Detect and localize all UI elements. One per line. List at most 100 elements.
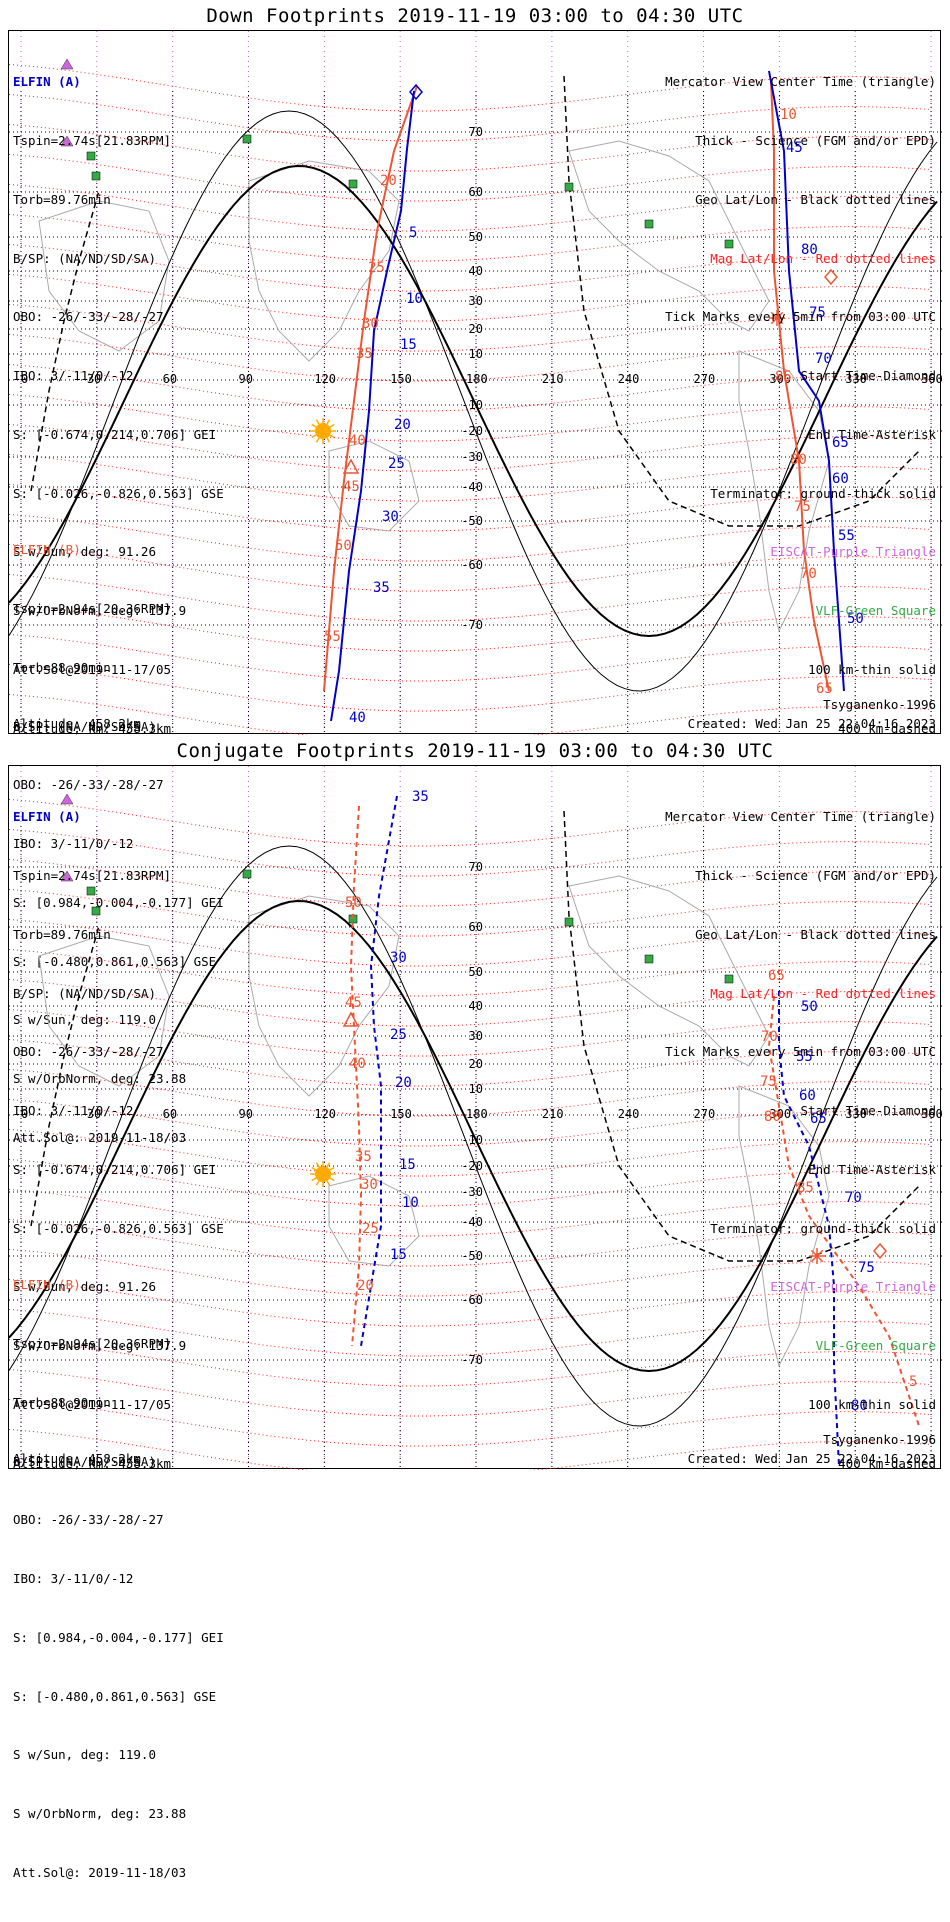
lat-tick-label: 50 xyxy=(469,230,483,244)
elfin-a-tick-label: 35 xyxy=(373,580,390,596)
elfin-a-tick-label: 55 xyxy=(838,528,855,544)
legend-mercator: Mercator View Center Time (triangle) xyxy=(665,809,936,825)
elfin-a-s-gei: S: [-0.674,0.214,0.706] GEI xyxy=(13,426,217,442)
elfin-a-tick-label: 65 xyxy=(810,1111,827,1127)
center-triangle xyxy=(342,1011,360,1027)
elfin-a-tick-label: 25 xyxy=(390,1027,407,1043)
elfin-a-tick-label: 75 xyxy=(809,305,826,321)
elfin-a-tick-label: 50 xyxy=(847,611,864,627)
elfin-a-altitude: Altitude, km: 458.3km xyxy=(13,720,172,736)
lat-tick-label: 50 xyxy=(469,965,483,979)
lat-tick-label: 20 xyxy=(469,322,483,336)
elfin-b-ibo: IBO: 3/-11/0/-12 xyxy=(13,836,134,852)
lat-tick-label: -50 xyxy=(461,514,483,528)
elfin-b-tick-label: 45 xyxy=(343,479,360,495)
lat-tick-label: -30 xyxy=(461,1185,483,1199)
elfin-b-s-gei: S: [0.984,-0.004,-0.177] GEI xyxy=(13,894,224,910)
elfin-b-tick-label: 40 xyxy=(349,433,366,449)
end-asterisk xyxy=(769,310,785,326)
elfin-a-sun-angle: S w/Sun, deg: 91.26 xyxy=(13,544,156,560)
elfin-b-ibo: IBO: 3/-11/0/-12 xyxy=(13,1571,134,1587)
elfin-a-orbnorm: S w/OrbNorm, deg: 137.9 xyxy=(13,1338,187,1354)
legend-geo: Geo Lat/Lon - Black dotted lines xyxy=(695,191,936,207)
continent-outline xyxy=(248,160,400,362)
lat-tick-label: -40 xyxy=(461,1215,483,1229)
elfin-b-tick-label: 5 xyxy=(909,1374,917,1390)
elfin-b-tick-label: 55 xyxy=(324,629,341,645)
panel-title-conjugate: Conjugate Footprints 2019-11-19 03:00 to… xyxy=(176,740,774,762)
lat-tick-label: -60 xyxy=(461,558,483,572)
elfin-b-label: ELFIN (B) xyxy=(13,1277,81,1293)
elfin-b-torb: Torb=88.90min xyxy=(13,659,111,675)
lat-tick-label: 40 xyxy=(469,264,483,278)
lon-tick-label: 330 xyxy=(845,372,867,386)
elfin-b-track xyxy=(323,85,418,692)
start-diamond xyxy=(873,1242,887,1260)
vlf-square xyxy=(86,151,96,161)
lon-tick-label: 270 xyxy=(694,1107,716,1121)
model-label: Tsyganenko-1996 xyxy=(823,697,936,712)
model-label: Tsyganenko-1996 xyxy=(823,1432,936,1447)
lat-tick-label: -60 xyxy=(461,1293,483,1307)
lon-tick-label: 60 xyxy=(163,1107,177,1121)
elfin-a-bsp: B/SP: (NA/ND/SD/SA) xyxy=(13,985,156,1001)
lat-tick-label: -40 xyxy=(461,480,483,494)
elfin-a-torb: Torb=89.76min xyxy=(13,191,111,207)
vlf-square xyxy=(242,869,252,879)
legend-100km: 100 km-thin solid xyxy=(808,1397,936,1412)
elfin-b-tick-label: 80 xyxy=(790,452,807,468)
elfin-a-tick-label: 20 xyxy=(395,1075,412,1091)
lat-tick-label: -20 xyxy=(461,1159,483,1173)
continent-outline xyxy=(568,875,770,1067)
legend-start: Start Time-Diamond xyxy=(800,1103,936,1119)
elfin-b-track-2 xyxy=(770,80,830,692)
legend-vlf: VLF-Green Square xyxy=(815,603,936,619)
elfin-b-tick-label: 70 xyxy=(800,566,817,582)
elfin-a-tick-label: 55 xyxy=(796,1049,813,1065)
lon-tick-label: 150 xyxy=(390,1107,412,1121)
legend-end: End Time-Asterisk xyxy=(808,1161,936,1177)
legend-ticks: Tick Marks every 5min from 03:00 UTC xyxy=(665,309,936,325)
lat-tick-label: 10 xyxy=(469,347,483,361)
legend-thick: Thick - Science (FGM and/or EPD) xyxy=(695,867,936,883)
continent-outline xyxy=(38,935,170,1087)
legend-ticks: Tick Marks every 5min from 03:00 UTC xyxy=(665,1044,936,1060)
elfin-a-tick-label: 25 xyxy=(388,456,405,472)
elfin-a-tick-label: 50 xyxy=(801,999,818,1015)
start-diamond-b xyxy=(824,268,838,286)
elfin-b-tick-label: 65 xyxy=(816,681,833,697)
legend-100km: 100 km-thin solid xyxy=(808,662,936,677)
vlf-square xyxy=(724,239,734,249)
legend-400km: 400 km-dashed xyxy=(838,720,936,736)
lat-tick-label: 60 xyxy=(469,185,483,199)
legend-400km: 400 km-dashed xyxy=(838,1455,936,1471)
elfin-b-tick-label: 75 xyxy=(794,499,811,515)
continent-outline xyxy=(738,350,830,633)
legend-terminator: Terminator: ground-thick solid xyxy=(710,485,936,501)
lon-tick-label: 210 xyxy=(542,1107,564,1121)
continent-outline xyxy=(248,895,400,1097)
elfin-a-tspin: Tspin=2.74s[21.83RPM] xyxy=(13,132,172,148)
lat-tick-label: 40 xyxy=(469,999,483,1013)
terminator-ground xyxy=(9,164,938,638)
map-canvas-conjugate: 0 30 60 90 120 150 180 210 240 270 300 330 360706050… xyxy=(9,766,942,1470)
elfin-a-tspin: Tspin=2.74s[21.83RPM] xyxy=(13,867,172,883)
sun-icon xyxy=(310,1161,336,1187)
lon-tick-label: 0 xyxy=(21,1107,28,1121)
center-triangle xyxy=(342,458,360,474)
eiscat-triangle xyxy=(60,870,74,882)
lon-tick-label: 240 xyxy=(618,1107,640,1121)
elfin-b-s-gse: S: [-0.480,0.861,0.563] GSE xyxy=(13,1688,217,1704)
legend-mercator: Mercator View Center Time (triangle) xyxy=(665,74,936,90)
legend-eiscat: EISCAT-Purple Triangle xyxy=(770,1279,936,1295)
elfin-b-tick-label: 65 xyxy=(768,968,785,984)
elfin-a-ibo: IBO: 3/-11/0/-12 xyxy=(13,368,134,384)
elfin-a-tick-label: 30 xyxy=(382,509,399,525)
elfin-b-label: ELFIN (B) xyxy=(13,542,81,558)
elfin-a-tick-label: 15 xyxy=(399,1157,416,1173)
elfin-a-tick-label: 15 xyxy=(390,1247,407,1263)
lat-tick-label: 30 xyxy=(469,294,483,308)
elfin-b-tick-label: 45 xyxy=(345,995,362,1011)
lat-tick-label: 70 xyxy=(469,860,483,874)
elfin-a-track xyxy=(360,795,398,1347)
